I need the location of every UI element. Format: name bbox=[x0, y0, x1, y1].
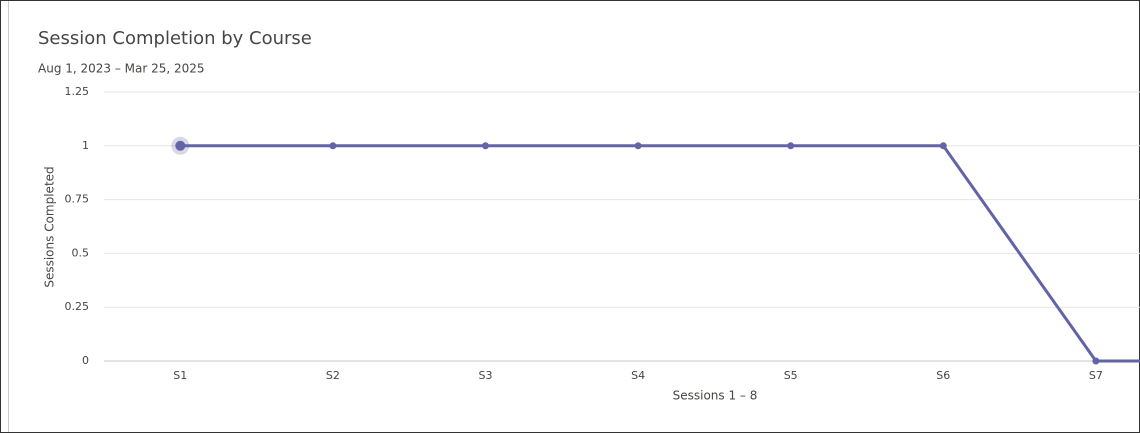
line bbox=[180, 144, 1140, 363]
x-tick-label: S4 bbox=[631, 369, 645, 382]
y-tick-label: 1.25 bbox=[65, 85, 90, 98]
x-tick-label: S2 bbox=[326, 369, 340, 382]
x-tick-label: S7 bbox=[1089, 369, 1103, 382]
y-tick-label: 0.25 bbox=[65, 300, 90, 313]
point bbox=[329, 142, 337, 150]
y-axis-label: Sessions Completed bbox=[43, 166, 57, 287]
x-axis-label: Sessions 1 – 8 bbox=[673, 389, 758, 403]
y-tick-label: 0.75 bbox=[65, 193, 90, 206]
chart-subtitle: Aug 1, 2023 – Mar 25, 2025 bbox=[38, 62, 205, 76]
x-tick-label: S6 bbox=[936, 369, 950, 382]
y-tick-label: 0.5 bbox=[72, 246, 90, 259]
point bbox=[787, 142, 795, 150]
point bbox=[175, 140, 186, 151]
x-tick-label: S1 bbox=[173, 369, 187, 382]
point bbox=[482, 142, 489, 150]
y-tick-label: 1 bbox=[82, 139, 89, 152]
x-tick-label: S5 bbox=[784, 369, 798, 382]
x-tick-label: S3 bbox=[479, 369, 493, 382]
point bbox=[939, 142, 947, 150]
chart-title: Session Completion by Course bbox=[38, 28, 312, 49]
y-tick-label: 0 bbox=[82, 354, 89, 367]
point bbox=[1092, 357, 1100, 365]
point bbox=[634, 142, 642, 150]
